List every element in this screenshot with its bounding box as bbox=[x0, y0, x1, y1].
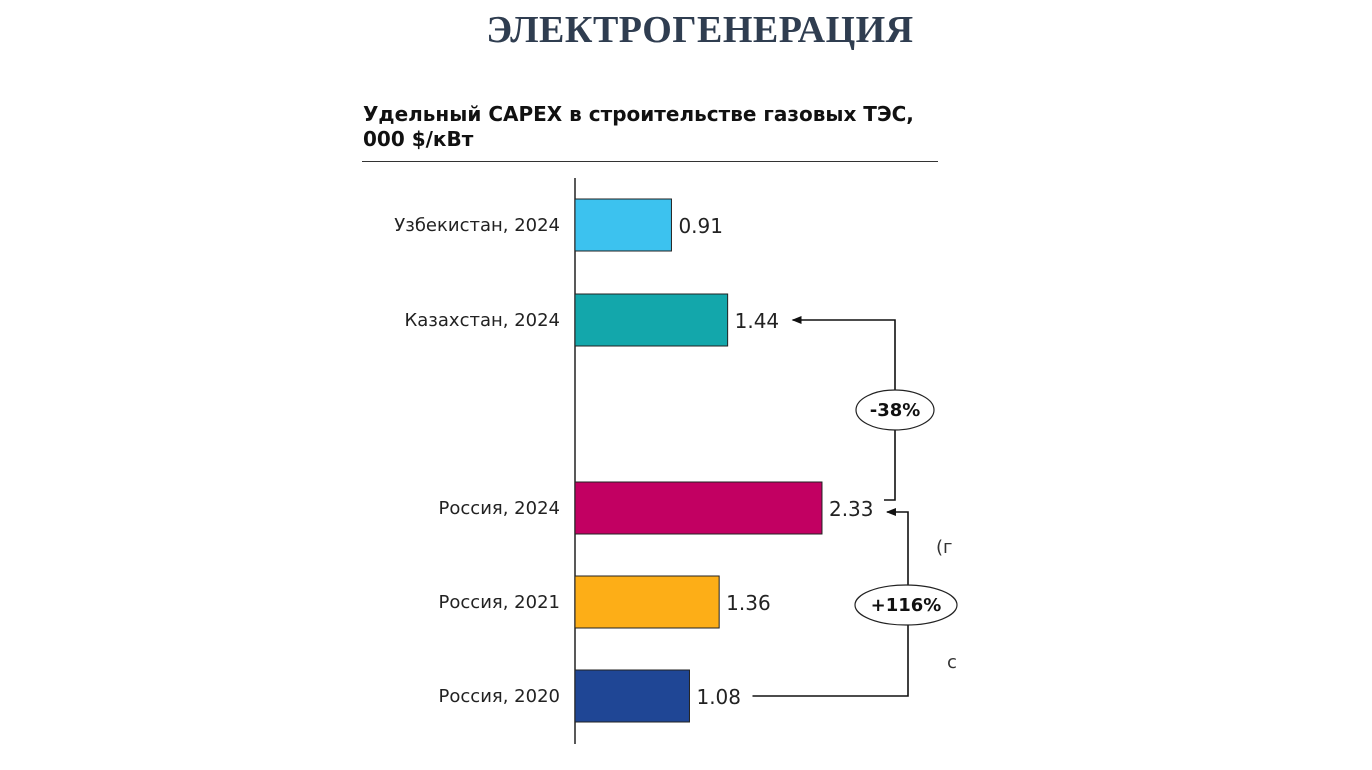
cropped-text-fragment: (г bbox=[936, 537, 952, 558]
annotation-label: +116% bbox=[871, 595, 942, 616]
bar bbox=[574, 575, 720, 629]
value-label: 1.08 bbox=[696, 685, 741, 709]
annotation-badge bbox=[855, 389, 935, 431]
category-label: Узбекистан, 2024 bbox=[394, 215, 560, 236]
value-label: 1.44 bbox=[735, 309, 780, 333]
chart-title-divider bbox=[362, 161, 938, 162]
bar bbox=[574, 293, 729, 347]
category-label: Россия, 2020 bbox=[439, 686, 560, 707]
bar bbox=[574, 669, 690, 723]
value-label: 0.91 bbox=[678, 214, 723, 238]
bar bbox=[574, 481, 823, 535]
category-label: Казахстан, 2024 bbox=[405, 310, 561, 331]
category-label: Россия, 2024 bbox=[439, 498, 560, 519]
cropped-text-fragment: с bbox=[947, 652, 957, 673]
value-label: 2.33 bbox=[829, 497, 874, 521]
bar bbox=[574, 198, 672, 252]
value-label: 1.36 bbox=[726, 591, 771, 615]
page-title: ЭЛЕКТРОГЕНЕРАЦИЯ bbox=[486, 9, 914, 51]
annotation-badge bbox=[854, 584, 958, 626]
chart-title: Удельный CAPEX в строительстве газовых Т… bbox=[363, 102, 914, 151]
category-label: Россия, 2021 bbox=[439, 592, 560, 613]
annotation-label: -38% bbox=[870, 400, 921, 421]
